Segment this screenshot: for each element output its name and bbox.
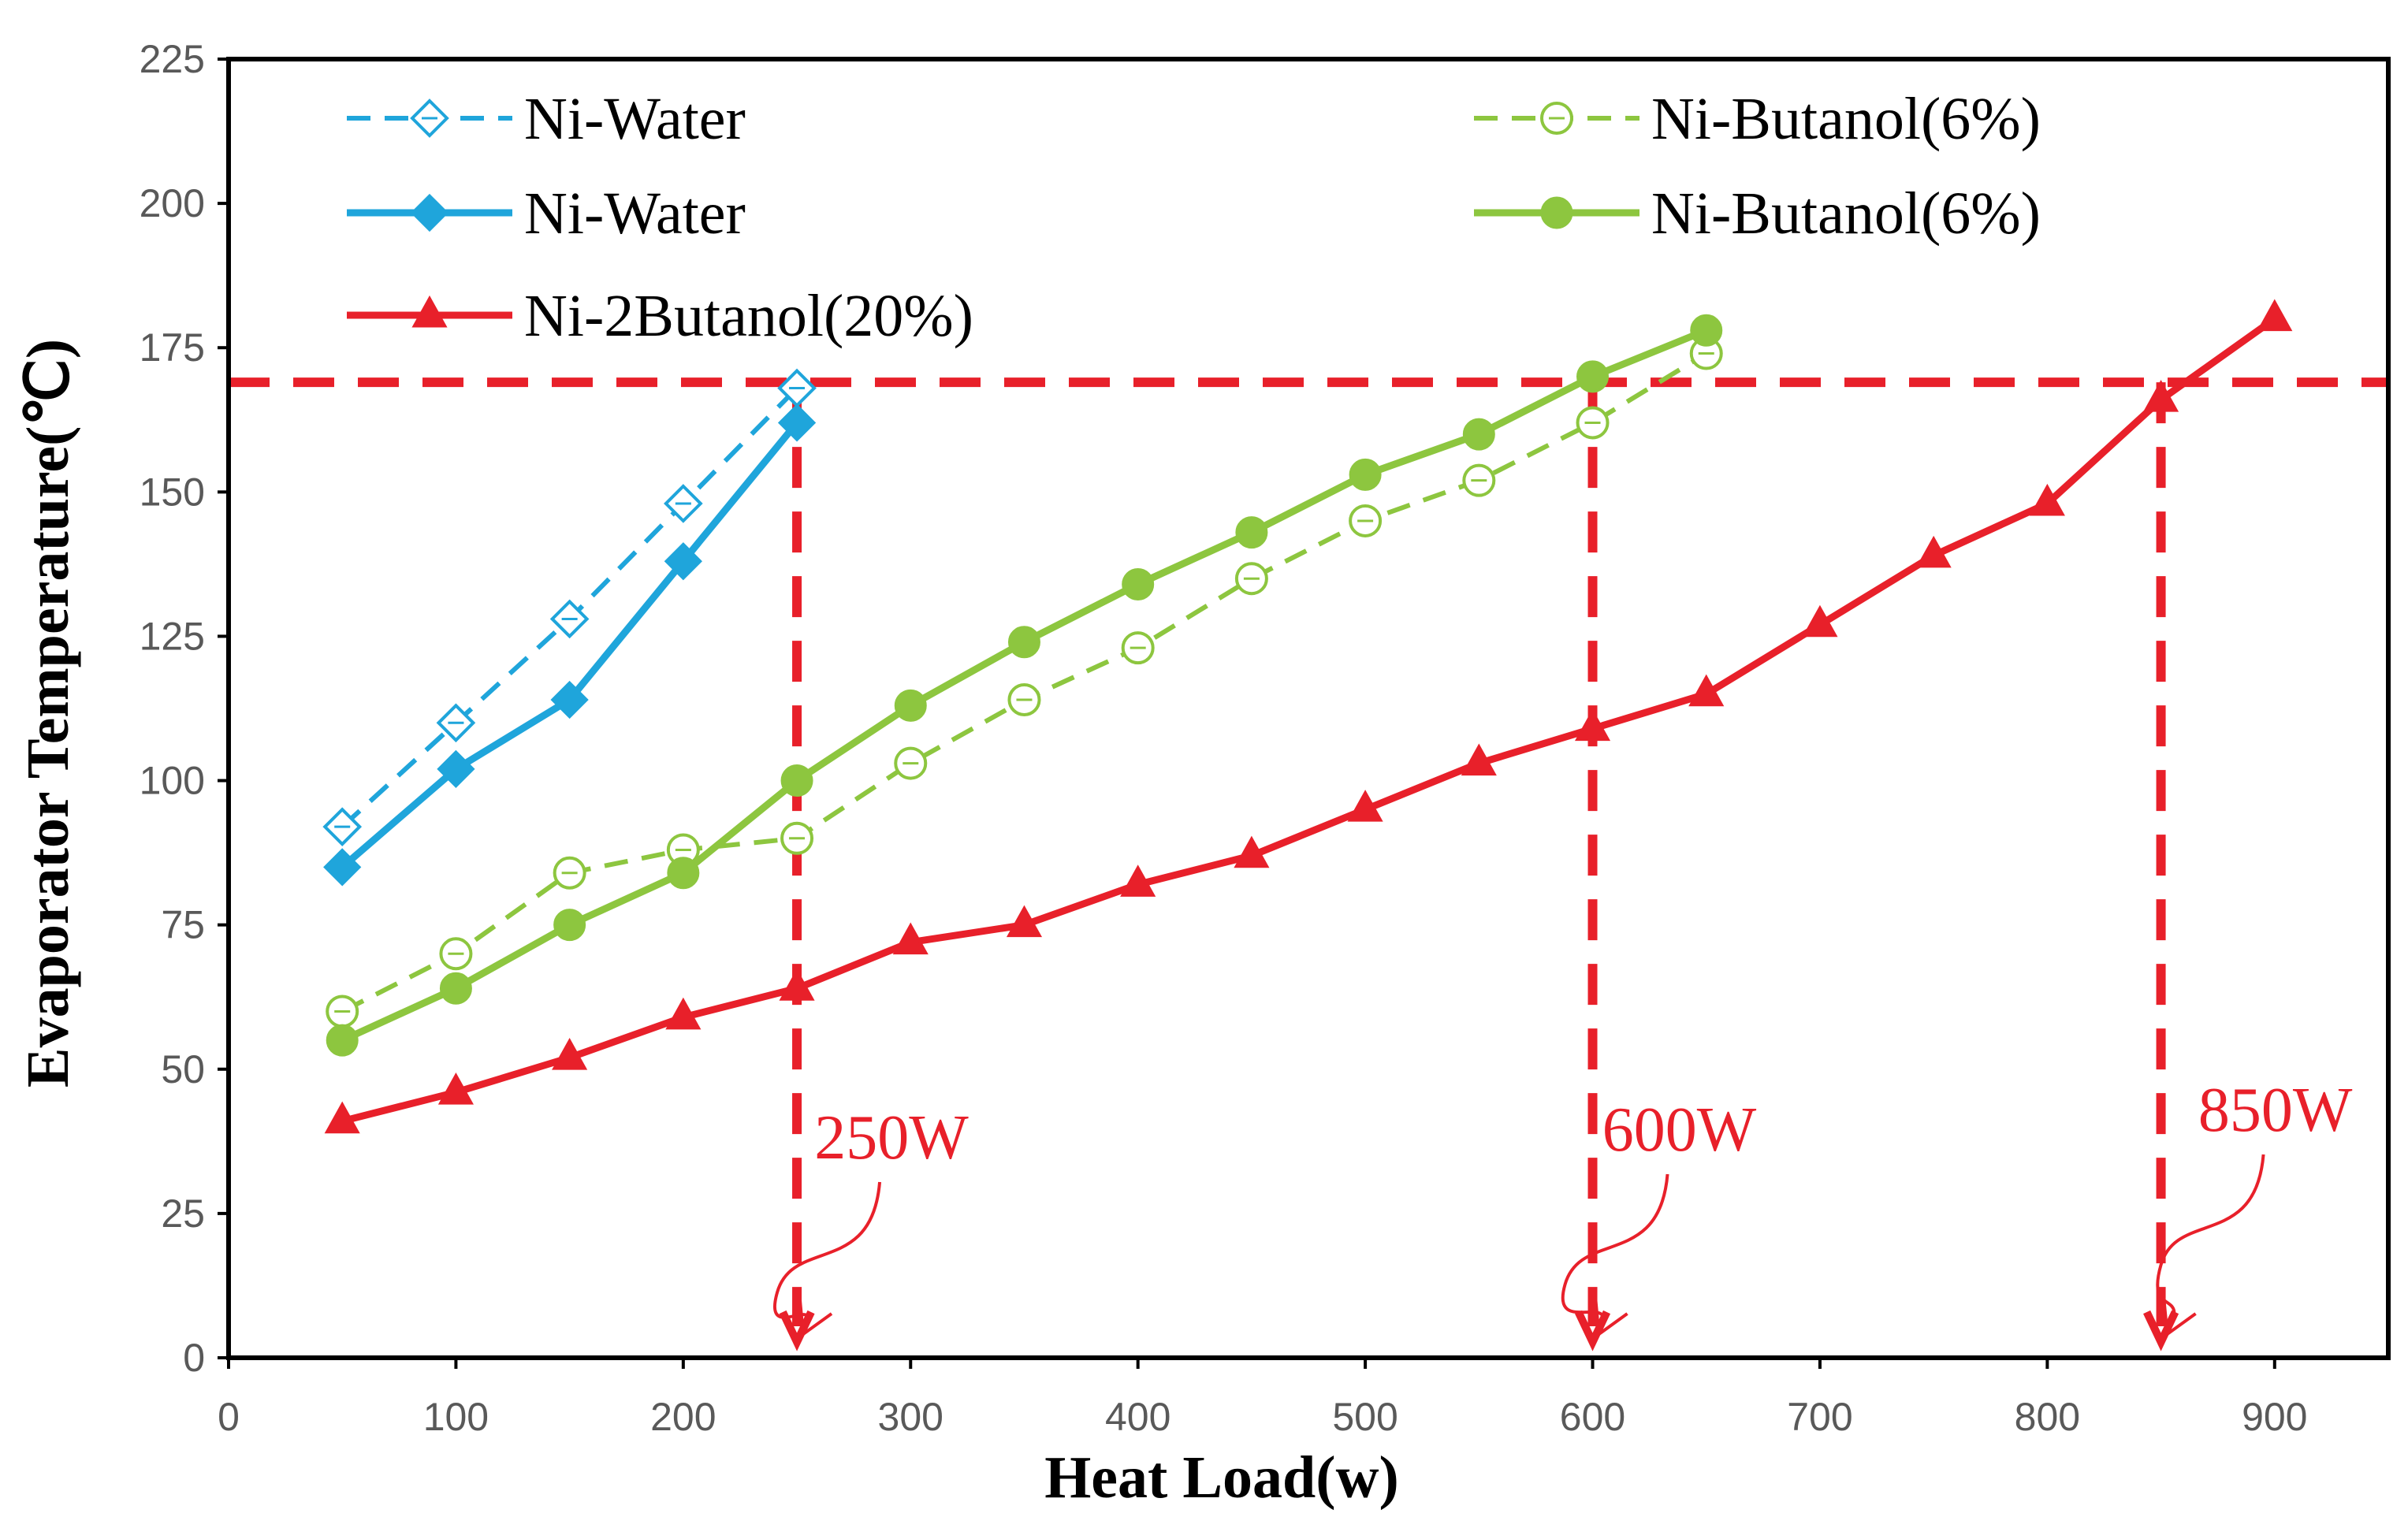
legend-entry-4: Ni-Butanol(6%)	[1474, 180, 2041, 247]
legend-label: Ni-Butanol(6%)	[1651, 180, 2041, 247]
data-point-s2-8	[1234, 835, 1270, 868]
legend-marker	[410, 193, 449, 232]
data-point-s1-3	[664, 542, 702, 581]
legend: Ni-Water Ni-Water Ni-2Butanol(20%) Ni-Butan…	[347, 86, 2041, 349]
x-axis-title: Heat Load(w)	[1044, 1444, 1399, 1511]
data-point-s4-3	[667, 857, 700, 890]
legend-entry-0: Ni-Water	[347, 86, 746, 152]
data-point-s4-1	[439, 972, 472, 1005]
data-point-s2-0	[324, 1101, 360, 1134]
y-axis-title: Evaporator Temperature(℃)	[15, 339, 81, 1087]
legend-label: Ni-Water	[524, 180, 746, 247]
series-3	[326, 336, 1723, 1028]
data-point-s2-13	[1802, 604, 1838, 638]
y-tick-label: 75	[161, 903, 205, 947]
axes: 0 25 50 75 100 125 150 175 200 225 0 100 200 300 400 50…	[140, 37, 2391, 1439]
y-tick-label: 150	[140, 470, 205, 514]
annotation-label-600: 600W	[1602, 1095, 1757, 1165]
x-tick-label: 600	[1560, 1395, 1625, 1439]
x-tick-label: 400	[1105, 1395, 1171, 1439]
data-point-s2-12	[1688, 674, 1725, 707]
x-tick-label: 900	[2242, 1395, 2307, 1439]
y-tick-label: 25	[161, 1192, 205, 1236]
y-tick-label: 175	[140, 325, 205, 370]
data-point-s4-2	[553, 909, 586, 942]
annotation-arrowhead-250	[798, 1300, 833, 1337]
legend-marker	[411, 295, 448, 328]
annotation-label-250: 250W	[814, 1103, 969, 1173]
data-point-s4-10	[1462, 418, 1495, 451]
series-2	[324, 299, 2293, 1134]
data-point-s1-0	[323, 848, 362, 887]
data-point-s4-11	[1576, 360, 1610, 393]
data-point-s2-14	[1915, 535, 1952, 568]
annotation-label-850: 850W	[2198, 1076, 2353, 1145]
data-point-s2-11	[1574, 708, 1611, 742]
y-tick-label: 225	[140, 37, 205, 81]
data-point-s1-4	[777, 403, 817, 442]
data-point-s1-1	[437, 749, 475, 789]
data-point-s2-15	[2029, 483, 2065, 516]
x-tick-label: 0	[218, 1395, 240, 1439]
data-point-s4-12	[1690, 314, 1723, 347]
plot-frame	[226, 57, 2391, 1360]
y-tick-label: 50	[161, 1047, 205, 1091]
y-tick-label: 200	[140, 181, 205, 225]
data-point-s2-16	[2143, 380, 2179, 412]
reference-arrowhead-850	[2143, 1310, 2179, 1351]
series-0	[322, 368, 817, 846]
reference-arrowhead-250	[779, 1310, 815, 1351]
x-tick-label: 100	[423, 1395, 489, 1439]
data-point-s2-2	[552, 1038, 588, 1070]
x-tick-label: 500	[1332, 1395, 1398, 1439]
y-tick-label: 125	[140, 614, 205, 658]
annotation-arrow-250	[772, 1181, 882, 1335]
data-point-s2-17	[2257, 299, 2293, 332]
data-point-s1-2	[550, 680, 589, 719]
legend-label: Ni-Butanol(6%)	[1651, 86, 2041, 152]
data-point-s4-7	[1122, 568, 1155, 601]
series-line-2	[341, 315, 2277, 1125]
legend-entry-3: Ni-Butanol(6%)	[1474, 86, 2041, 152]
data-point-s4-8	[1235, 516, 1268, 549]
data-point-s2-6	[1006, 905, 1043, 938]
x-tick-label: 800	[2015, 1395, 2080, 1439]
data-point-s2-1	[437, 1072, 474, 1105]
x-tick-label: 300	[878, 1395, 943, 1439]
series-4	[326, 314, 1723, 1057]
data-point-s2-3	[665, 997, 702, 1030]
data-point-s4-9	[1349, 458, 1382, 491]
legend-entry-1: Ni-Water	[347, 180, 746, 247]
annotation-arrowhead-850	[2162, 1300, 2197, 1337]
annotation-arrowhead-600	[1594, 1300, 1628, 1337]
data-point-s2-7	[1120, 864, 1156, 897]
data-point-s4-0	[326, 1024, 359, 1057]
data-point-s2-10	[1461, 743, 1497, 776]
data-point-s4-6	[1007, 626, 1040, 659]
annotations: 250W 600W 850W	[772, 1076, 2353, 1337]
data-point-s2-4	[779, 968, 815, 1001]
annotation-arrow-850	[2156, 1154, 2265, 1335]
data-point-s4-5	[894, 689, 927, 722]
y-tick-label: 100	[140, 759, 205, 803]
legend-entry-2: Ni-2Butanol(20%)	[347, 283, 973, 349]
series-layer	[322, 299, 2293, 1134]
legend-label: Ni-2Butanol(20%)	[524, 283, 973, 349]
series-1	[323, 403, 817, 887]
x-tick-label: 200	[650, 1395, 716, 1439]
data-point-s4-4	[780, 764, 813, 797]
data-point-s2-9	[1347, 790, 1383, 822]
legend-marker	[1540, 196, 1573, 229]
y-tick-label: 0	[183, 1336, 205, 1380]
data-point-s2-5	[892, 922, 929, 955]
legend-label: Ni-Water	[524, 86, 746, 152]
x-tick-label: 700	[1787, 1395, 1852, 1439]
